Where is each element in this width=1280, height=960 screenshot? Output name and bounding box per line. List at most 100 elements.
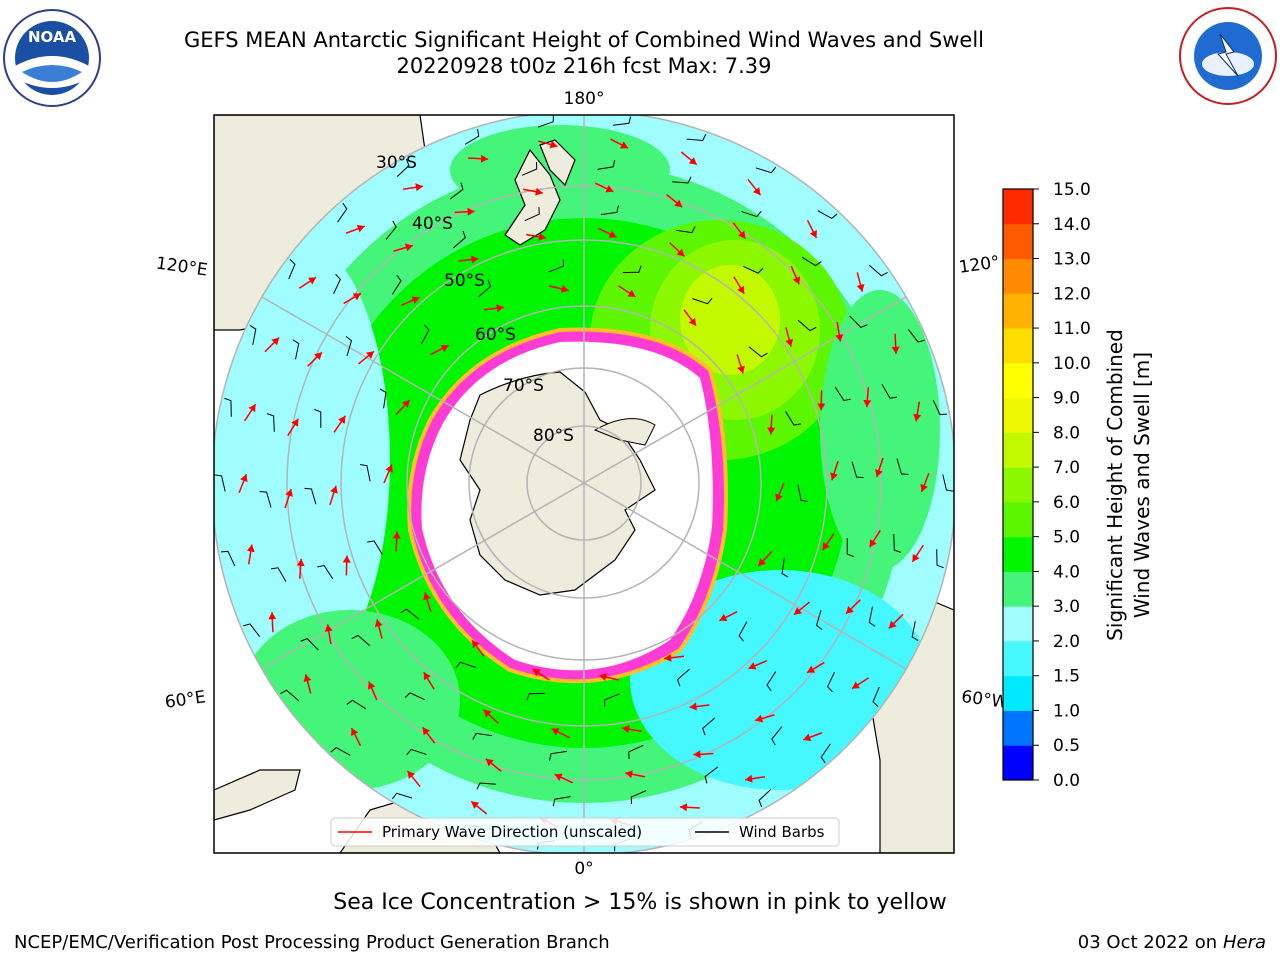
wave-arrow-head [422,727,431,736]
wave-arrow-head [248,404,256,413]
wave-arrow-head [554,773,563,781]
wind-barb [672,176,692,184]
wind-barb [449,182,464,200]
wind-barb [537,115,554,128]
wind-barb [630,790,647,805]
wave-arrow-head [411,296,420,304]
wind-barbs [214,115,954,852]
wind-barb [304,487,317,505]
colorbar-tick-label: 13.0 [1053,250,1091,270]
legend-wind-barbs: Wind Barbs [739,823,825,841]
wave-arrow-head [809,229,817,239]
wave-arrow-head [693,750,701,759]
lat-label-40s: 40°S [412,214,453,234]
wind-barb [351,634,371,647]
wave-arrow-head [608,230,617,238]
wind-barb [288,258,296,280]
wind-barb [781,557,789,578]
colorbar-segment [1003,745,1033,781]
wave-arrow-head [748,662,757,670]
colorbar-tick-label: 0.0 [1053,771,1080,791]
graticule [214,115,954,853]
wave-arrow-head [625,770,633,779]
colorbar-segment [1003,606,1033,642]
wave-arrow-head [863,399,872,408]
footer-date: 03 Oct 2022 on Hera [1078,932,1266,953]
wind-barb [628,744,644,759]
lat-label-30s: 30°S [376,153,417,173]
wave-arrow-head [561,285,569,293]
wave-arrow-head [366,351,374,359]
wind-barb [476,782,496,790]
colorbar-tick-label: 5.0 [1053,528,1080,548]
colorbar-tick-label: 1.0 [1053,701,1080,721]
colorbar-frame [1002,188,1034,781]
wave-arrow-head [351,727,359,737]
wind-barb [330,746,351,756]
wave-arrow-head [324,624,333,632]
lon-label-60e: 60°E [164,687,207,712]
wave-arrow-head [869,539,877,548]
wave-arrow-head [483,709,492,718]
wind-barb [391,792,413,800]
wave-arrow-head [352,293,361,301]
colorbar-segment [1003,189,1033,225]
colorbar-ticks: 0.0 0.5 1.0 1.5 2.0 3.0 4.0 5.0 6.0 7.0 8.0 9.0 10.0… [1033,180,1091,791]
new-zealand-land [504,148,561,246]
wave-arrow-head [551,728,560,736]
wave-arrow-head [440,344,449,353]
wind-barb [406,748,427,756]
colorbar-segment [1003,432,1033,468]
colorbar-tick-label: 10.0 [1053,354,1091,374]
wind-barb [270,567,287,582]
wave-arrow-head [496,304,504,313]
wave-arrow-head [246,544,255,553]
wind-barb [820,743,831,764]
wind-barb [676,668,690,687]
wind-barb [524,207,540,222]
map-frame [213,114,955,854]
chart-subtitle: 20220928 t00z 216h fcst Max: 7.39 [396,54,772,78]
wave-arrow-head [471,640,480,649]
wind-barb [702,717,716,736]
wave-arrow-head [314,352,323,360]
wind-barb [404,692,425,701]
wind-barb [834,386,851,402]
wave-arrow-head [296,558,305,567]
wind-barb [743,265,764,274]
wave-arrow-head [599,673,607,681]
wind-barb [686,134,707,142]
wind-barb [932,399,947,416]
wind-barb [420,324,430,345]
wave-arrow-head [794,607,802,615]
wind-barb [604,693,620,707]
wave-arrow-head [737,365,745,374]
colorbar-tick-label: 7.0 [1053,458,1080,478]
wave-arrow-head [817,403,826,411]
colorbar-label-line2: Wind Waves and Swell [m] [1130,352,1154,618]
wind-barb [758,789,772,808]
sea-ice-note: Sea Ice Concentration > 15% is shown in … [333,890,947,915]
wind-barb [936,549,944,569]
wind-barb [259,490,272,508]
lon-label-120w: 120° [958,252,1001,278]
wave-arrow-head [803,733,812,742]
wave-arrow-head [920,483,928,492]
wave-arrow-head [423,672,431,681]
noaa-logo: NOAA [3,9,101,107]
wave-arrow-head [912,553,920,562]
wind-barb [521,161,538,176]
wave-arrow-head [845,606,854,614]
wind-barb [741,210,762,218]
wave-arrow-head [407,770,416,779]
colorbar-tick-label: 1.5 [1053,667,1080,687]
wave-arrow-head [532,669,541,677]
colorbar-segment [1003,293,1033,329]
wave-arrow-head [891,346,900,354]
wave-arrow-head [719,613,728,622]
wave-arrow-head [471,255,479,264]
wind-barb [243,623,261,637]
colorbar-segment [1003,467,1033,503]
wind-barb [738,621,748,642]
wind-barb [881,384,898,399]
